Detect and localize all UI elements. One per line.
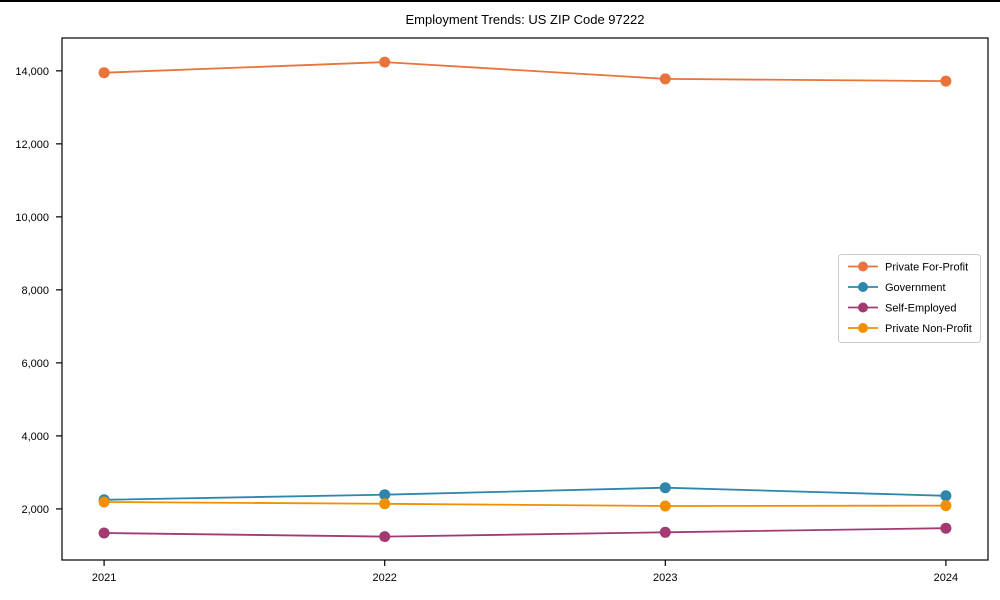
data-point-government bbox=[659, 482, 671, 494]
data-point-self-employed bbox=[98, 527, 110, 539]
chart-title: Employment Trends: US ZIP Code 97222 bbox=[405, 12, 645, 27]
data-point-private-for-profit bbox=[659, 73, 671, 85]
y-tick-label: 12,000 bbox=[15, 139, 49, 151]
legend-label-private-for-profit: Private For-Profit bbox=[885, 262, 968, 274]
legend-box bbox=[838, 254, 981, 343]
data-point-private-non-profit bbox=[659, 500, 671, 512]
data-point-private-non-profit bbox=[98, 496, 110, 508]
data-point-private-for-profit bbox=[379, 56, 391, 68]
legend-label-self-employed: Self-Employed bbox=[885, 303, 957, 315]
legend-label-private-non-profit: Private Non-Profit bbox=[885, 323, 972, 335]
y-tick-label: 2,000 bbox=[21, 504, 49, 516]
x-tick-label: 2021 bbox=[92, 572, 116, 584]
legend-marker-government bbox=[858, 282, 868, 292]
data-point-government bbox=[940, 490, 952, 502]
plot-area-border bbox=[61, 37, 989, 561]
data-point-private-for-profit bbox=[940, 75, 952, 87]
legend-marker-private-for-profit bbox=[858, 261, 868, 272]
series-line-government bbox=[104, 486, 946, 501]
data-point-self-employed bbox=[379, 531, 391, 543]
x-tick-label: 2022 bbox=[372, 572, 396, 584]
series-line-private-for-profit bbox=[104, 61, 946, 82]
y-tick-label: 4,000 bbox=[21, 431, 49, 443]
data-point-private-non-profit bbox=[379, 498, 391, 510]
y-tick-label: 6,000 bbox=[21, 358, 49, 370]
series-line-private-non-profit bbox=[104, 501, 946, 507]
y-tick-label: 8,000 bbox=[21, 285, 49, 297]
y-tick-label: 14,000 bbox=[15, 66, 49, 78]
legend-marker-private-non-profit bbox=[858, 323, 868, 333]
x-tick-label: 2024 bbox=[934, 572, 958, 584]
x-tick-label: 2023 bbox=[653, 572, 677, 584]
legend-label-government: Government bbox=[885, 282, 946, 294]
data-point-private-for-profit bbox=[98, 67, 110, 79]
window-top-border bbox=[0, 0, 1000, 2]
data-point-self-employed bbox=[659, 526, 671, 538]
data-point-private-non-profit bbox=[940, 500, 952, 512]
data-point-self-employed bbox=[940, 522, 952, 534]
legend-marker-self-employed bbox=[858, 302, 868, 313]
y-tick-label: 10,000 bbox=[15, 212, 49, 224]
data-point-government bbox=[379, 489, 391, 501]
series-line-self-employed bbox=[104, 527, 946, 538]
